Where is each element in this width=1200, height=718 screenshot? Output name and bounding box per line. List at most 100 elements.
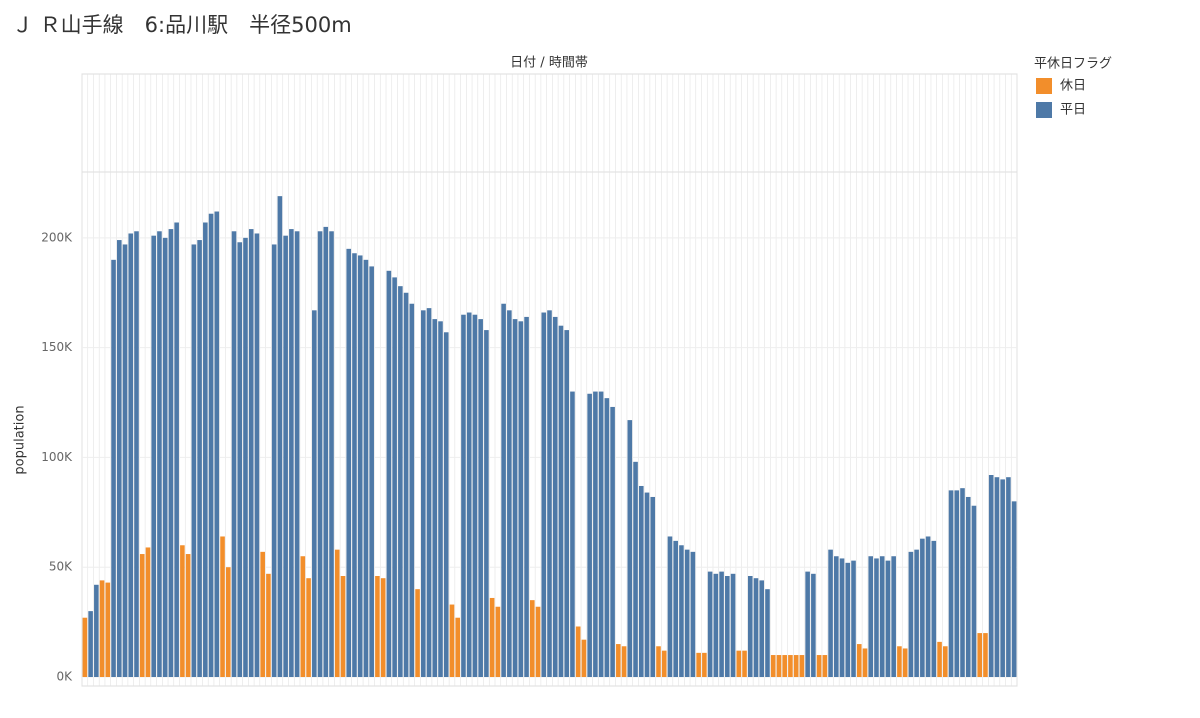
legend-swatch (1036, 102, 1052, 118)
bar (1011, 501, 1017, 677)
bar (742, 650, 747, 677)
bar (225, 567, 231, 677)
legend-swatch (1036, 78, 1052, 94)
y-axis-label: population (13, 405, 28, 474)
bar (891, 556, 896, 677)
bar (94, 584, 99, 677)
bar (289, 229, 294, 677)
bar (770, 655, 776, 677)
bar (484, 330, 489, 677)
bar (357, 255, 363, 677)
bar (421, 310, 426, 677)
bar (730, 573, 736, 677)
bar (443, 332, 449, 677)
bar (805, 571, 810, 677)
bar (248, 229, 254, 677)
bar (931, 540, 937, 677)
legend-title: 平休日フラグ (1034, 57, 1112, 72)
bar (684, 549, 690, 677)
bar (312, 310, 317, 677)
bar (260, 551, 265, 677)
bar (977, 633, 983, 677)
bar (547, 310, 552, 677)
bar (656, 646, 661, 677)
bar (908, 551, 914, 677)
bar (105, 582, 111, 677)
bar (438, 321, 443, 677)
bar (868, 556, 874, 677)
bar (208, 213, 214, 677)
bar (518, 321, 524, 677)
bar (937, 641, 942, 677)
bar (466, 312, 472, 677)
bar (1006, 477, 1011, 677)
bar (661, 650, 667, 677)
bar (575, 626, 581, 677)
bar (759, 580, 765, 677)
bar (885, 560, 891, 677)
bar (782, 655, 787, 677)
bar (334, 549, 340, 677)
bar (501, 303, 506, 677)
bar (180, 545, 185, 677)
bar (816, 655, 822, 677)
bar (822, 655, 828, 677)
bar (300, 556, 306, 677)
bar (403, 292, 409, 677)
bar (122, 244, 128, 677)
bar (965, 496, 971, 677)
bar (862, 648, 868, 677)
bar (134, 231, 139, 678)
bar (616, 644, 621, 677)
bar (128, 233, 134, 677)
y-tick-label: 200K (41, 230, 73, 244)
legend-label: 平日 (1060, 103, 1086, 118)
bar (719, 571, 724, 677)
bar (598, 391, 604, 677)
bar (776, 655, 782, 677)
bar (99, 580, 105, 677)
bar (323, 226, 329, 678)
bar (380, 578, 386, 677)
bar (139, 554, 145, 677)
bar (541, 312, 547, 677)
bar (994, 477, 1000, 677)
bar (329, 231, 334, 678)
bar (266, 573, 271, 677)
bar (587, 393, 592, 677)
bar (197, 240, 202, 677)
bar (902, 648, 908, 677)
bar (948, 490, 954, 677)
bar (524, 316, 529, 677)
bar (920, 538, 925, 677)
bar (828, 549, 833, 677)
bar (702, 652, 707, 677)
bar (168, 229, 174, 677)
bar (203, 222, 208, 677)
bar (753, 578, 759, 677)
bar (111, 259, 116, 677)
bar (834, 556, 839, 677)
bar (610, 406, 615, 677)
legend-label: 休日 (1060, 79, 1086, 94)
bar (432, 319, 438, 677)
bar (214, 211, 220, 678)
bar (914, 549, 919, 677)
bar (409, 303, 415, 677)
bar (398, 286, 403, 677)
bar (811, 573, 816, 677)
bar (696, 652, 701, 677)
bar (707, 571, 713, 677)
bar (879, 556, 885, 677)
bar (713, 573, 719, 677)
bar (558, 325, 564, 677)
bar (174, 222, 179, 677)
bar (799, 655, 805, 677)
bar (162, 237, 168, 677)
bar (82, 617, 88, 677)
bar (638, 485, 644, 677)
bar (145, 547, 151, 677)
bar (679, 545, 684, 677)
bar (191, 244, 197, 677)
column-header: 日付 / 時間帯 (510, 56, 588, 71)
